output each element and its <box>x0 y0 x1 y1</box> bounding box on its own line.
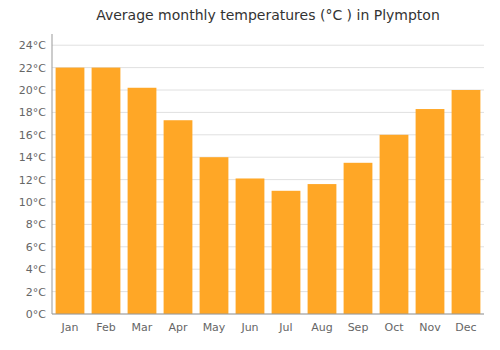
x-tick-label: Jul <box>278 321 292 334</box>
bar <box>200 157 229 314</box>
bar <box>416 109 445 314</box>
y-tick-label: 14°C <box>19 151 46 164</box>
x-tick-label: Sep <box>348 321 369 334</box>
y-axis: 0°C 2°C 4°C 6°C 8°C 10°C 12°C 14°C 16°C 18°C 20°C 2… <box>19 39 484 321</box>
bar <box>380 135 409 314</box>
y-tick-label: 22°C <box>19 62 46 75</box>
bar <box>164 120 193 314</box>
x-tick-label: Aug <box>311 321 332 334</box>
bar <box>56 68 85 314</box>
x-tick-label: May <box>203 321 226 334</box>
y-tick-label: 8°C <box>26 218 46 231</box>
x-tick-label: Mar <box>132 321 153 334</box>
bar <box>128 88 157 314</box>
x-tick-label: Apr <box>168 321 188 334</box>
y-tick-label: 4°C <box>26 263 46 276</box>
y-tick-label: 20°C <box>19 84 46 97</box>
x-tick-label: Jan <box>61 321 79 334</box>
x-tick-label: Feb <box>96 321 115 334</box>
y-tick-label: 18°C <box>19 106 46 119</box>
y-tick-label: 10°C <box>19 196 46 209</box>
grid-line <box>52 45 484 46</box>
bar <box>344 163 373 314</box>
chart: Average monthly temperatures (°C ) in Pl… <box>0 0 500 350</box>
bars <box>56 68 481 314</box>
y-tick-label: 16°C <box>19 129 46 142</box>
y-axis-line <box>52 34 53 314</box>
y-tick-label: 12°C <box>19 174 46 187</box>
title: Average monthly temperatures (°C ) in Pl… <box>96 7 440 23</box>
x-tick-label: Dec <box>455 321 476 334</box>
grid-line <box>52 314 484 315</box>
x-tick-label: Jun <box>240 321 258 334</box>
x-tick-label: Nov <box>419 321 441 334</box>
x-axis: Jan Feb Mar Apr May Jun Jul Aug Sep Oct Nov Dec <box>61 321 477 334</box>
x-tick-label: Oct <box>384 321 404 334</box>
bar <box>92 68 121 314</box>
y-tick-label: 24°C <box>19 39 46 52</box>
y-tick-label: 0°C <box>26 308 46 321</box>
bar <box>308 184 337 314</box>
x-axis-line <box>52 314 484 315</box>
y-tick-label: 2°C <box>26 286 46 299</box>
bar <box>236 178 265 314</box>
bar <box>272 191 301 314</box>
bar <box>452 90 481 314</box>
y-tick-label: 6°C <box>26 241 46 254</box>
